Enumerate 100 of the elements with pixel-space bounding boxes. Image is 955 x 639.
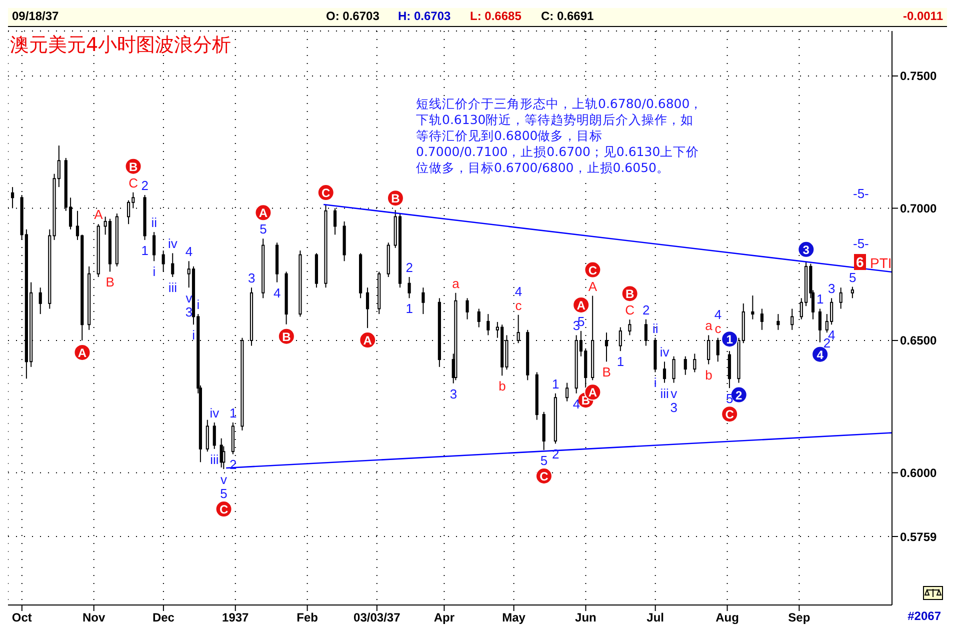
annotation: 4 xyxy=(714,306,722,322)
annotation: C xyxy=(588,263,598,278)
annotation: 1 xyxy=(141,242,149,258)
annotation: b xyxy=(705,367,712,382)
y-tick-label: 0.5759 xyxy=(900,530,938,544)
x-tick-label: Aug xyxy=(716,610,739,625)
candlestick xyxy=(466,298,469,320)
annotation: 2 xyxy=(642,302,650,318)
annotation: PTI xyxy=(870,255,892,271)
annotation: 1 xyxy=(816,292,824,307)
candlestick xyxy=(839,287,842,310)
annotation: 5 xyxy=(848,270,856,285)
y-tick-label: 0.7000 xyxy=(900,201,938,216)
annotation: iv xyxy=(168,236,178,252)
annotation: C xyxy=(219,502,228,517)
annotation: b xyxy=(498,378,506,394)
candlestick xyxy=(408,276,411,299)
annotation: C xyxy=(128,175,138,190)
x-tick-label: Sep xyxy=(788,610,810,625)
text: H: 0.6703 xyxy=(398,9,451,23)
annotation: 2 xyxy=(552,446,560,462)
annotation: 3 xyxy=(185,304,193,320)
annotation: 5 xyxy=(260,222,267,237)
annotation: 4 xyxy=(816,348,824,362)
x-tick-label: 1937 xyxy=(222,610,250,625)
candlestick xyxy=(684,356,687,376)
annotation: A xyxy=(588,278,598,294)
y-tick-label: 0.6000 xyxy=(900,466,938,480)
annotation: -5- xyxy=(853,186,869,201)
x-tick-label: Apr xyxy=(434,610,455,625)
x-tick-label: May xyxy=(502,610,526,625)
annotation: iii xyxy=(660,386,670,401)
candlestick xyxy=(152,232,156,262)
candlestick xyxy=(760,308,764,330)
annotation: i xyxy=(192,328,196,343)
annotation: 短线汇价介于三角形态中，上轨0.6780/0.6800，下轨0.6130附近，等待趋势明朗后介入操作，如等待汇价见到0.6800做多，目标0.7000/0.7100，止损0.6700；见0.6130上下价位做多，目标0.6700/6800，止损0.6050。 xyxy=(416,96,706,176)
text: L: 0.6685 xyxy=(470,9,522,23)
annotation: ii xyxy=(652,320,658,336)
candlestick xyxy=(212,422,216,450)
annotation: c xyxy=(515,298,522,313)
candlestick xyxy=(171,252,174,278)
annotation: C xyxy=(540,469,549,484)
annotation: 4 xyxy=(514,284,522,299)
annotation: 4 xyxy=(185,244,193,260)
annotation: B xyxy=(128,160,138,174)
annotation: -5- xyxy=(853,236,869,251)
annotation: 6 xyxy=(854,254,866,270)
annotation: a xyxy=(705,318,714,334)
candlestick xyxy=(818,308,822,343)
candlestick xyxy=(662,361,666,384)
annotation: i xyxy=(196,297,200,312)
annotation: iv xyxy=(660,344,670,360)
text: -0.0011 xyxy=(902,9,943,23)
candlestick xyxy=(422,287,425,315)
y-tick-label: 0.7500 xyxy=(900,69,938,84)
annotation: A xyxy=(258,206,268,220)
annotation: B xyxy=(625,287,634,302)
annotation: ii xyxy=(151,215,158,230)
candlestick xyxy=(672,356,676,384)
annotation: 4 xyxy=(572,396,580,412)
x-tick-label: Nov xyxy=(82,610,106,625)
annotation: iv xyxy=(210,405,220,420)
annotation: 5 xyxy=(540,452,548,468)
annotation: 3 xyxy=(248,270,256,286)
text: O: 0.6703 xyxy=(326,9,380,23)
candlestick xyxy=(751,295,754,320)
y-tick-label: 0.6500 xyxy=(900,334,938,348)
text: C: 0.6691 xyxy=(541,9,594,23)
annotation: 2 xyxy=(406,260,414,275)
annotation: 4 xyxy=(274,285,281,300)
candlestick xyxy=(566,382,569,402)
annotation: C xyxy=(725,408,734,422)
annotation: A xyxy=(588,386,598,400)
annotation: i xyxy=(654,375,657,390)
candlestick xyxy=(38,287,42,315)
candlestick xyxy=(850,286,854,299)
x-tick-label: Dec xyxy=(152,610,175,625)
annotation: v xyxy=(670,386,678,401)
annotation: B xyxy=(106,274,114,290)
annotation: 2 xyxy=(141,178,149,193)
text: #2067 xyxy=(908,609,941,623)
candlestick xyxy=(693,353,696,373)
annotation: 2 xyxy=(736,388,743,402)
annotation: iii xyxy=(168,280,178,295)
annotation: A xyxy=(576,298,586,312)
candlestick xyxy=(10,186,14,209)
annotation: B xyxy=(391,192,400,206)
annotation: 1 xyxy=(406,301,414,316)
candlestick xyxy=(486,314,490,336)
candlestick xyxy=(707,334,710,365)
candlestick xyxy=(477,308,480,328)
annotation: C xyxy=(625,302,635,318)
annotation: i xyxy=(152,264,156,280)
candlestick xyxy=(776,314,780,330)
chart-title: 澳元美元4小时图波浪分析 xyxy=(10,33,232,58)
text: 09/18/37 xyxy=(12,9,59,23)
annotation: B xyxy=(602,364,611,380)
annotation: 5 xyxy=(220,486,228,502)
annotation: 3 xyxy=(828,281,836,296)
candlestick xyxy=(126,200,130,225)
